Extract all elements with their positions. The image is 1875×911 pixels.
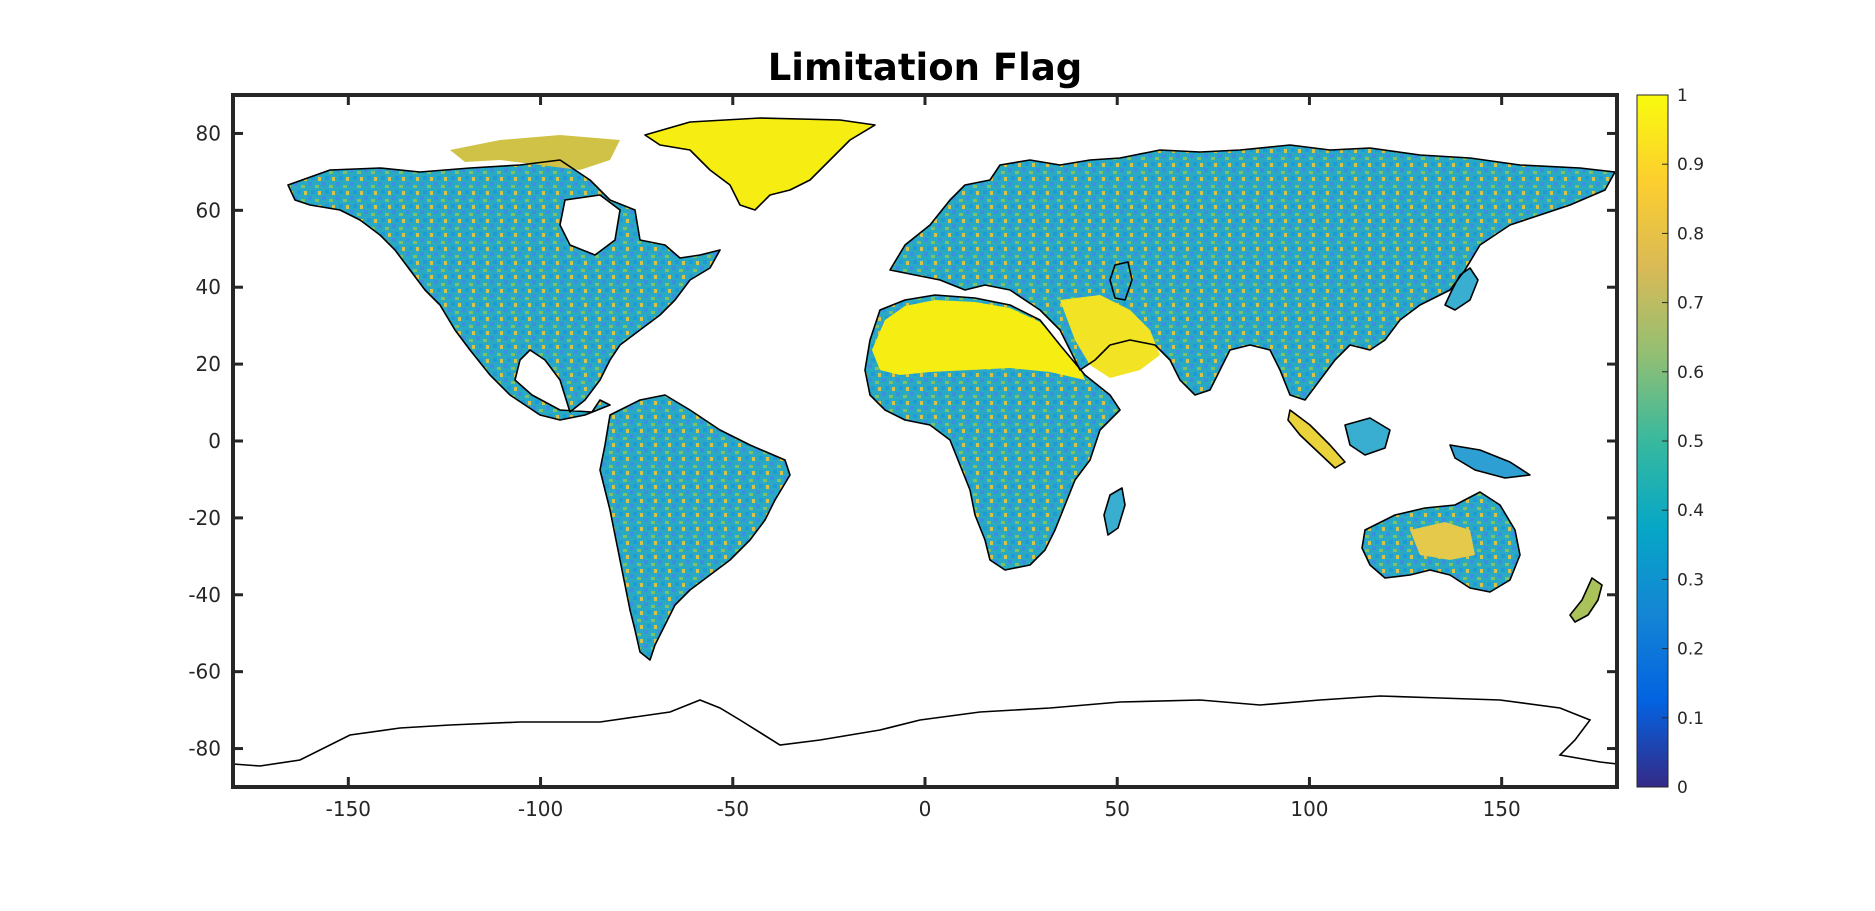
colorbar-tick-label: 0.5 bbox=[1677, 432, 1704, 452]
landmass-south-america bbox=[600, 395, 790, 660]
colorbar-tick-label: 0.7 bbox=[1677, 294, 1704, 314]
lat-tick-label: 0 bbox=[208, 429, 221, 453]
coastline-borneo bbox=[1344, 417, 1391, 456]
colorbar-tick-label: 0.9 bbox=[1677, 155, 1704, 175]
coastline-caspian-sea bbox=[1109, 261, 1133, 301]
arabia-region bbox=[1060, 295, 1160, 378]
lat-tick-label: -80 bbox=[188, 737, 221, 761]
colorbar-tick-label: 0.4 bbox=[1677, 501, 1704, 521]
lat-tick-label: 40 bbox=[196, 275, 221, 299]
lat-tick-label: -40 bbox=[188, 583, 221, 607]
map-axes: -150 -100 -50 0 50 100 150 80 60 40 20 0 -20 -40 -60 -… bbox=[188, 93, 1619, 821]
lat-tick-label: -60 bbox=[188, 660, 221, 684]
colorbar-tick-label: 0 bbox=[1677, 778, 1688, 798]
coastline-new-guinea bbox=[1449, 444, 1531, 479]
hudson-bay bbox=[559, 194, 621, 256]
lat-tick-label: 60 bbox=[196, 198, 221, 222]
landmass-new-guinea bbox=[1450, 445, 1530, 478]
colorbar-tick-label: 0.3 bbox=[1677, 570, 1704, 590]
latitude-ticks: 80 60 40 20 0 -20 -40 -60 -80 bbox=[188, 121, 1617, 761]
colorbar-tick-label: 1 bbox=[1677, 86, 1688, 106]
coastline-sumatra bbox=[1287, 409, 1346, 469]
colorbar: 0 0.1 0.2 0.3 0.4 0.5 0.6 0.7 0.8 0.9 1 bbox=[1636, 86, 1704, 798]
coastline-south-america bbox=[599, 394, 791, 661]
coastline-north-america bbox=[287, 159, 721, 421]
landmass-arctic-islands bbox=[450, 135, 620, 170]
sahara-region bbox=[872, 300, 1085, 380]
colorbar-tick-label: 0.2 bbox=[1677, 640, 1704, 660]
colorbar-tick-label: 0.1 bbox=[1677, 709, 1704, 729]
lat-tick-label: -20 bbox=[188, 506, 221, 530]
colorbar-tick-label: 0.8 bbox=[1677, 224, 1704, 244]
coastline-eurasia bbox=[889, 144, 1616, 401]
coastline-layer bbox=[287, 117, 1616, 661]
landmass-borneo bbox=[1345, 418, 1390, 455]
lat-tick-label: 80 bbox=[196, 121, 221, 145]
coastline-greenland bbox=[644, 117, 876, 211]
landmass-antarctica bbox=[232, 695, 1618, 788]
lat-tick-label: 20 bbox=[196, 352, 221, 376]
coastline-australia bbox=[1361, 491, 1521, 593]
lon-tick-label: -150 bbox=[326, 797, 371, 821]
coastline-madagascar bbox=[1103, 487, 1126, 536]
coastline-africa bbox=[864, 294, 1121, 571]
lon-tick-label: 100 bbox=[1290, 797, 1328, 821]
lon-tick-label: 0 bbox=[919, 797, 932, 821]
landmass-greenland bbox=[645, 118, 875, 210]
colorbar-tick-label: 0.6 bbox=[1677, 363, 1704, 383]
colorbar-ticks: 0 0.1 0.2 0.3 0.4 0.5 0.6 0.7 0.8 0.9 1 bbox=[1662, 86, 1704, 798]
lon-tick-label: -100 bbox=[518, 797, 563, 821]
coastline-japan bbox=[1444, 267, 1479, 311]
longitude-ticks: -150 -100 -50 0 50 100 150 bbox=[326, 95, 1521, 821]
lon-tick-label: 50 bbox=[1104, 797, 1129, 821]
land-layer bbox=[232, 118, 1618, 788]
lon-tick-label: 150 bbox=[1483, 797, 1521, 821]
coastline-new-zealand bbox=[1569, 577, 1603, 623]
chart-title: Limitation Flag bbox=[768, 46, 1083, 89]
australia-yellow-region bbox=[1410, 522, 1475, 560]
landmass-new-zealand bbox=[1570, 578, 1602, 622]
landmass-eurasia bbox=[890, 145, 1615, 400]
lon-tick-label: -50 bbox=[716, 797, 749, 821]
landmass-sumatra bbox=[1288, 410, 1345, 468]
